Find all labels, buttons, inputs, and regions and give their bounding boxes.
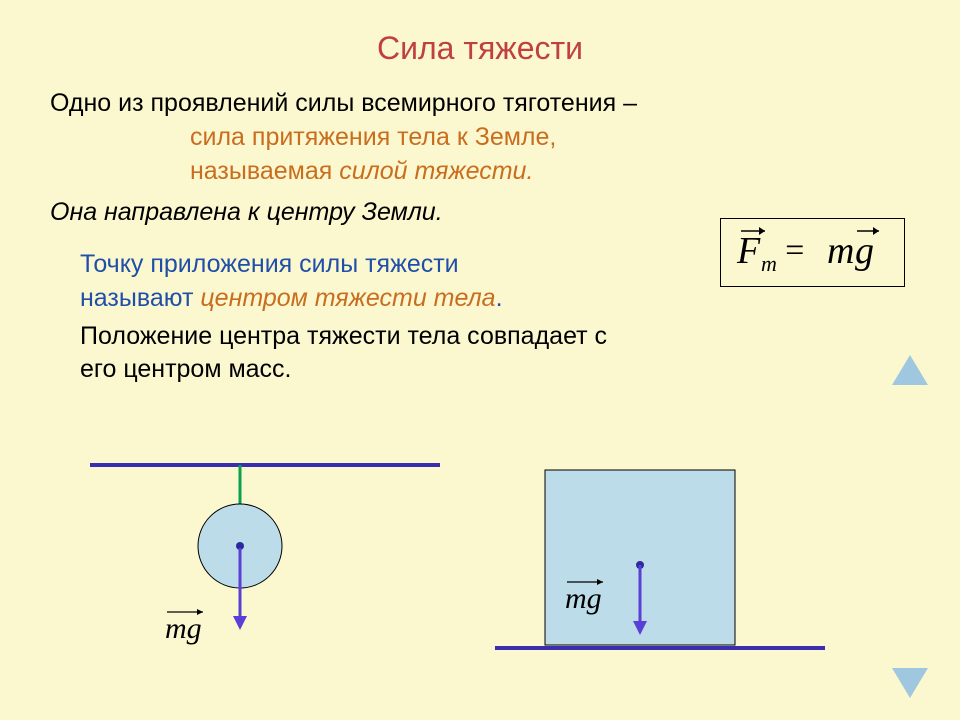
application-line2b: центром тяжести тела xyxy=(200,284,495,312)
box-center-dot xyxy=(636,561,644,569)
highlight-line2b: силой тяжести. xyxy=(339,157,533,185)
slide: Сила тяжести Одно из проявлений силы все… xyxy=(0,0,960,720)
formula-m: m xyxy=(827,230,854,272)
application-line2a: называют xyxy=(80,284,200,312)
highlight-line1: сила притяжения тела к Земле, xyxy=(190,123,556,151)
position-text: Положение центра тяжести тела совпадает … xyxy=(80,320,910,388)
pendulum-diagram: mg xyxy=(90,465,440,645)
formula-Fsub: m xyxy=(761,251,777,275)
position-line1: Положение центра тяжести тела совпадает … xyxy=(80,322,607,350)
box-body xyxy=(545,470,735,645)
formula-box: F m = m g xyxy=(720,218,905,287)
formula-eq: = xyxy=(783,232,806,269)
formula-svg: F m = m g xyxy=(735,225,890,275)
application-line1: Точку приложения силы тяжести xyxy=(80,250,459,278)
nav-down-button[interactable] xyxy=(892,668,928,698)
page-title: Сила тяжести xyxy=(50,30,910,67)
mg-label-1: mg xyxy=(165,609,203,645)
mg-label-2: mg xyxy=(565,579,603,615)
nav-up-button[interactable] xyxy=(892,355,928,385)
formula-F: F xyxy=(736,230,761,272)
highlight-line2a: называемая xyxy=(190,157,339,185)
svg-text:mg: mg xyxy=(565,582,602,615)
svg-text:mg: mg xyxy=(165,612,202,645)
intro-text: Одно из проявлений силы всемирного тягот… xyxy=(50,87,910,121)
ball xyxy=(198,504,282,588)
box-diagram: mg xyxy=(495,470,825,648)
ball-center-dot xyxy=(236,542,244,550)
position-line2: его центром масс. xyxy=(80,355,292,383)
gravity-arrow-head-2 xyxy=(633,621,647,635)
gravity-arrow-head-1 xyxy=(233,616,247,630)
formula-g: g xyxy=(855,230,874,272)
application-line2c: . xyxy=(496,284,503,312)
highlight-text: сила притяжения тела к Земле, называемая… xyxy=(190,121,910,189)
